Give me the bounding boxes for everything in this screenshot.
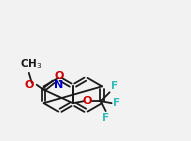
Text: O: O bbox=[24, 80, 34, 90]
Text: F: F bbox=[111, 81, 118, 91]
Text: N: N bbox=[54, 80, 63, 90]
Text: F: F bbox=[113, 98, 120, 108]
Text: CH$_3$: CH$_3$ bbox=[19, 57, 42, 71]
Text: O: O bbox=[82, 96, 91, 106]
Text: O: O bbox=[55, 71, 64, 81]
Text: F: F bbox=[102, 113, 109, 123]
